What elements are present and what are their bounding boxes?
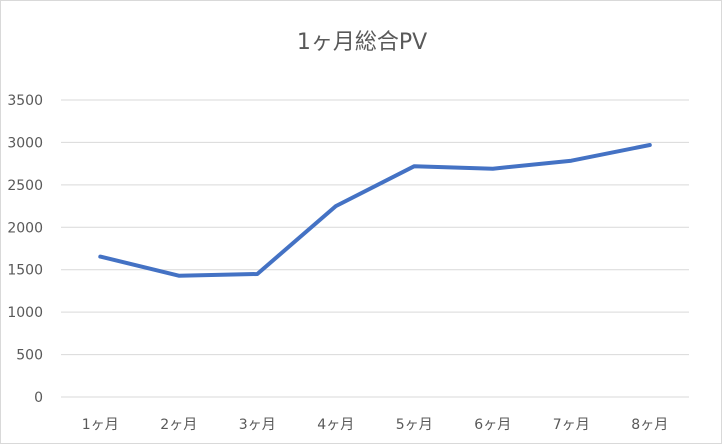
chart-title: 1ヶ月総合PV: [297, 30, 427, 55]
x-tick-label: 2ヶ月: [160, 417, 197, 433]
y-tick-label: 1000: [7, 305, 43, 321]
y-tick-label: 3500: [7, 93, 43, 109]
gridlines: [61, 99, 689, 398]
x-tick-label: 6ヶ月: [474, 417, 511, 433]
y-tick-label: 500: [16, 348, 43, 364]
x-tick-label: 1ヶ月: [82, 417, 119, 433]
y-tick-label: 0: [34, 390, 43, 406]
series-line: [98, 143, 652, 278]
y-axis: 0 500 1000 1500 2000 2500 3000 3500: [7, 93, 43, 406]
y-tick-label: 3000: [7, 135, 43, 151]
x-tick-label: 8ヶ月: [631, 417, 668, 433]
x-tick-label: 3ヶ月: [239, 417, 276, 433]
x-tick-label: 4ヶ月: [317, 417, 354, 433]
x-tick-label: 5ヶ月: [396, 417, 433, 433]
y-tick-label: 2000: [7, 220, 43, 236]
series-group: [98, 143, 652, 278]
x-axis: 1ヶ月 2ヶ月 3ヶ月 4ヶ月 5ヶ月 6ヶ月 7ヶ月 8ヶ月: [82, 417, 668, 433]
y-tick-label: 2500: [7, 178, 43, 194]
y-tick-label: 1500: [7, 263, 43, 279]
x-tick-label: 7ヶ月: [553, 417, 590, 433]
